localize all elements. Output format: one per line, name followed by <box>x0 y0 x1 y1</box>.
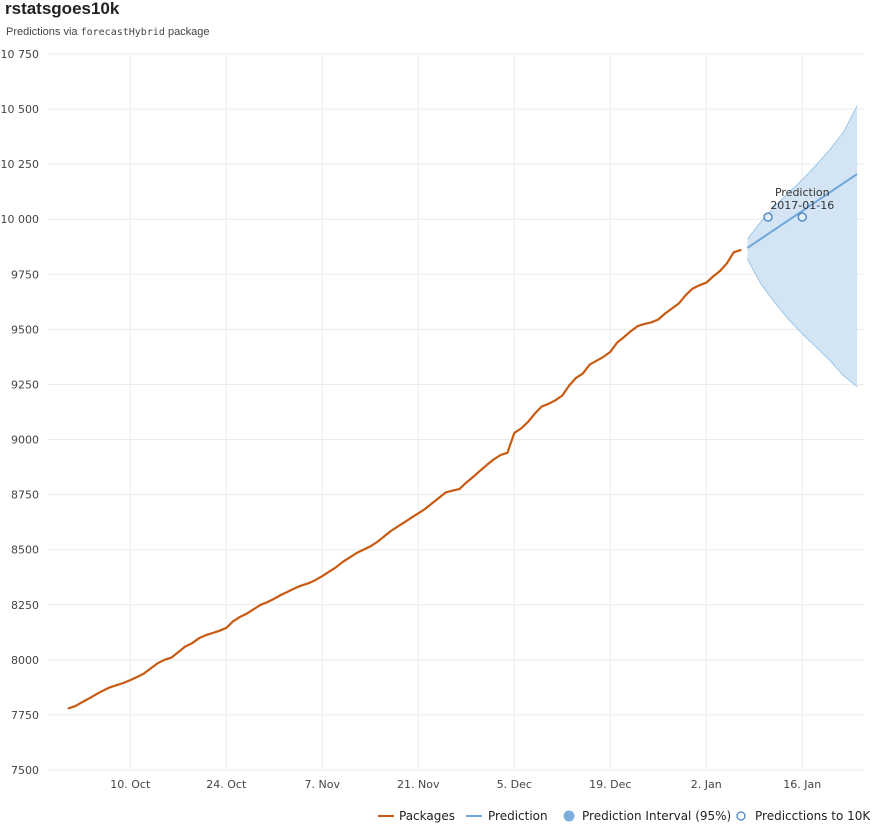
legend[interactable]: Packages Prediction Prediction Interval (9… <box>378 809 871 823</box>
x-axis: 10. Oct 24. Oct 7. Nov 21. Nov 5. Dec 19. Dec… <box>110 778 821 791</box>
legend-label: Prediction Interval (95%) <box>582 809 731 823</box>
y-tick-label: 7500 <box>11 764 39 777</box>
legend-label: Prediction <box>488 809 548 823</box>
legend-item[interactable]: Prediction Interval (95%) <box>563 809 732 823</box>
subtitle-suffix: package <box>164 26 210 38</box>
y-tick-label: 9250 <box>11 378 39 391</box>
subtitle-code: forecastHybrid <box>80 27 165 38</box>
y-tick-label: 8750 <box>11 489 39 502</box>
y-tick-label: 7750 <box>11 709 39 722</box>
series-lines <box>67 173 858 710</box>
prediction-10k-marker[interactable] <box>763 212 773 222</box>
x-tick-label: 2. Jan <box>691 778 722 791</box>
y-tick-label: 9000 <box>11 434 39 447</box>
y-tick-label: 8500 <box>11 544 39 557</box>
x-tick-label: 21. Nov <box>397 778 440 791</box>
legend-label: Packages <box>399 809 455 823</box>
chart-subtitle: Predictions via forecastHybrid package <box>6 26 210 38</box>
legend-ring-swatch <box>736 811 746 821</box>
prediction-line <box>746 173 858 249</box>
prediction-interval-band <box>747 105 858 387</box>
annotation-label: Prediction <box>775 186 830 199</box>
prediction-interval-upper <box>747 105 858 240</box>
x-tick-label: 16. Jan <box>783 778 821 791</box>
x-tick-label: 19. Dec <box>589 778 631 791</box>
legend-dot-swatch <box>563 810 575 822</box>
grid <box>48 53 864 771</box>
y-tick-label: 10 500 <box>1 103 40 116</box>
prediction-10k-marker[interactable] <box>797 212 807 222</box>
legend-item[interactable]: Predicctions to 10K <box>736 809 871 823</box>
x-tick-label: 10. Oct <box>110 778 151 791</box>
prediction-interval-lower <box>747 258 858 388</box>
packages-line <box>67 249 742 710</box>
prediction-interval-layer <box>747 105 858 388</box>
x-tick-label: 24. Oct <box>206 778 247 791</box>
y-tick-label: 9750 <box>11 268 39 281</box>
y-axis: 7500 7750 8000 8250 8500 8750 9000 9250 9500 9750… <box>1 48 40 777</box>
chart-title: rstatsgoes10k <box>5 0 120 18</box>
y-tick-label: 8250 <box>11 599 39 612</box>
x-tick-label: 7. Nov <box>305 778 341 791</box>
legend-item[interactable]: Packages <box>378 809 455 823</box>
y-tick-label: 8000 <box>11 654 39 667</box>
markers <box>763 212 807 222</box>
subtitle-prefix: Predictions via <box>6 26 81 38</box>
x-tick-label: 5. Dec <box>497 778 532 791</box>
y-tick-label: 9500 <box>11 323 39 336</box>
y-tick-label: 10 000 <box>1 213 40 226</box>
annotation-label: 2017-01-16 <box>770 199 834 212</box>
legend-label: Predicctions to 10K <box>755 809 871 823</box>
legend-item[interactable]: Prediction <box>466 809 548 823</box>
y-tick-label: 10 750 <box>1 48 40 61</box>
y-tick-label: 10 250 <box>1 158 40 171</box>
